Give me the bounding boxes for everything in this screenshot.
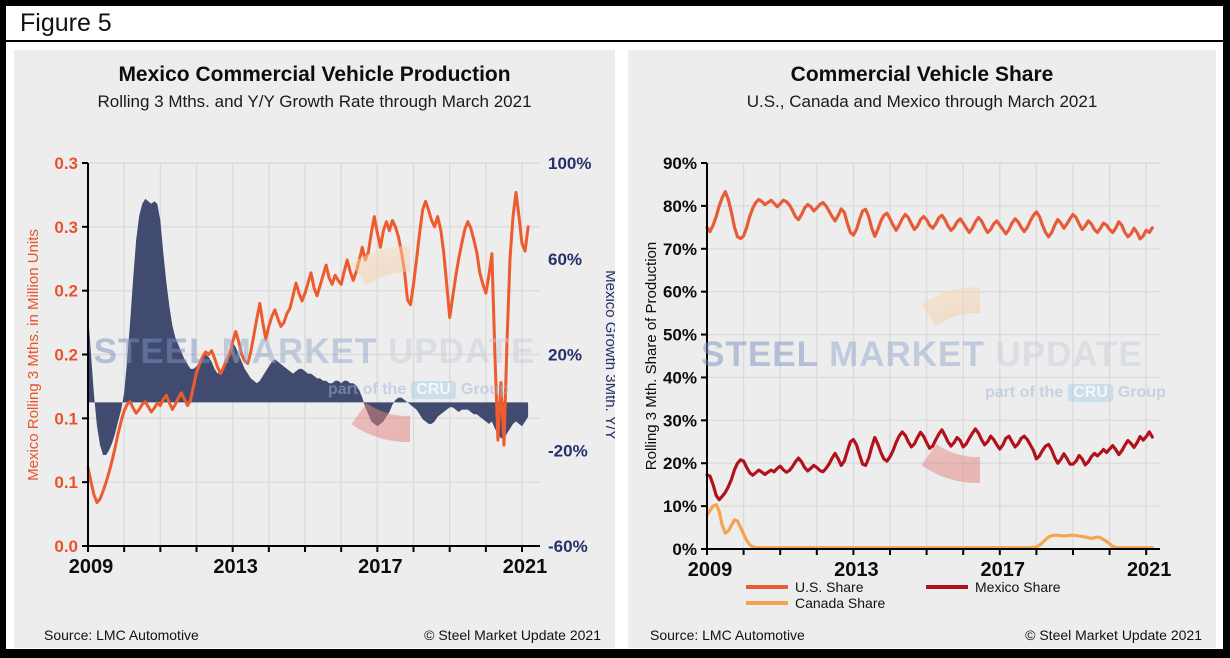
legend-item-canada-share: Canada Share [746, 595, 886, 611]
svg-text:60%: 60% [663, 283, 697, 302]
svg-text:2009: 2009 [688, 559, 733, 581]
svg-text:0.3: 0.3 [54, 154, 78, 173]
legend-label: Mexico Share [975, 579, 1061, 595]
canada-share-legend-line-icon [746, 601, 788, 605]
left-chart-panel: 0.3 0.3 0.2 0.2 0.1 0.1 0.0 2009 2013 2017 2021 100… [14, 50, 615, 648]
legend-label: U.S. Share [795, 579, 864, 595]
right-source-note: Source: LMC Automotive [650, 627, 805, 643]
svg-text:30%: 30% [663, 411, 697, 430]
svg-text:-20%: -20% [548, 441, 588, 460]
svg-text:80%: 80% [663, 197, 697, 216]
left-source-note: Source: LMC Automotive [44, 627, 199, 643]
svg-text:50%: 50% [663, 326, 697, 345]
left-chart-title: Mexico Commercial Vehicle Production [118, 63, 511, 86]
svg-text:0.3: 0.3 [54, 218, 78, 237]
right-copyright-note: © Steel Market Update 2021 [1025, 627, 1202, 643]
svg-text:70%: 70% [663, 240, 697, 259]
svg-text:60%: 60% [548, 250, 582, 269]
svg-text:0.2: 0.2 [54, 346, 78, 365]
us-share-legend-line-icon [746, 585, 788, 589]
svg-text:2009: 2009 [69, 556, 114, 578]
header-divider [6, 40, 1223, 42]
legend-item-us-share: U.S. Share [746, 579, 864, 595]
svg-text:40%: 40% [663, 368, 697, 387]
svg-text:Mexico Rolling 3 Mths. in Mill: Mexico Rolling 3 Mths. in Million Units [25, 229, 42, 481]
figure-label: Figure 5 [20, 9, 112, 37]
svg-text:2017: 2017 [981, 559, 1026, 581]
right-chart-svg: 90% 80% 70% 60% 50% 40% 30% 20% 10% 0%2009 2013 201… [643, 154, 1172, 581]
right-chart-title: Commercial Vehicle Share [790, 63, 1054, 86]
left-chart-subtitle: Rolling 3 Mths. and Y/Y Growth Rate thro… [97, 92, 532, 111]
left-copyright-note: © Steel Market Update 2021 [424, 627, 601, 643]
svg-text:2013: 2013 [213, 556, 258, 578]
svg-text:0.1: 0.1 [54, 409, 78, 428]
right-chart-subtitle: U.S., Canada and Mexico through March 20… [746, 92, 1098, 111]
figure-canvas: Figure 5 0.3 0.3 0.2 0.2 0.1 0.1 0.0 2009 2013 20… [6, 6, 1223, 649]
legend-item-mexico-share: Mexico Share [926, 579, 1061, 595]
svg-text:10%: 10% [663, 497, 697, 516]
right-chart-panel: 90% 80% 70% 60% 50% 40% 30% 20% 10% 0% 2009 2013 201… [628, 50, 1216, 648]
svg-text:0%: 0% [672, 540, 697, 559]
svg-text:Mexico Growth 3Mth. Y/Y: Mexico Growth 3Mth. Y/Y [602, 270, 615, 440]
svg-text:2017: 2017 [358, 556, 403, 578]
mexico-share-legend-line-icon [926, 585, 968, 589]
svg-text:90%: 90% [663, 154, 697, 173]
svg-text:0.0: 0.0 [54, 537, 78, 556]
svg-text:2013: 2013 [834, 559, 879, 581]
svg-text:-60%: -60% [548, 537, 588, 556]
svg-text:2021: 2021 [503, 556, 548, 578]
svg-text:100%: 100% [548, 154, 591, 173]
svg-text:Rolling 3 Mth. Share of Produc: Rolling 3 Mth. Share of Production [643, 242, 660, 470]
svg-text:0.2: 0.2 [54, 282, 78, 301]
svg-text:20%: 20% [548, 346, 582, 365]
legend-label: Canada Share [795, 595, 886, 611]
svg-text:0.1: 0.1 [54, 473, 78, 492]
svg-text:20%: 20% [663, 454, 697, 473]
svg-text:2021: 2021 [1127, 559, 1172, 581]
